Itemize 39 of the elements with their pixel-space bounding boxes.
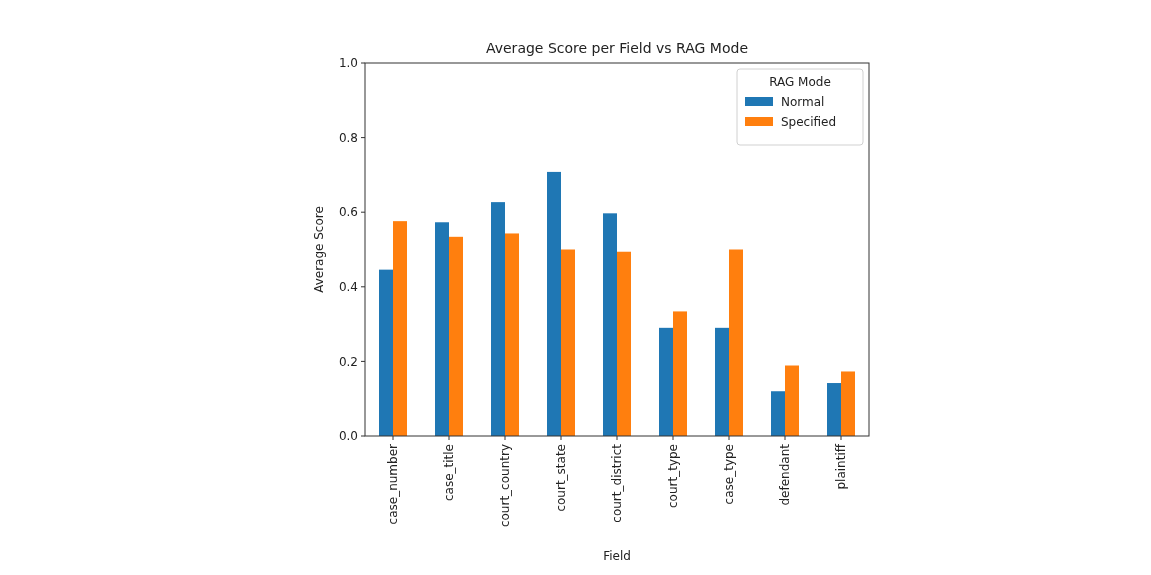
bar <box>561 249 575 436</box>
bar <box>449 236 463 436</box>
y-tick-label: 0.6 <box>338 205 358 220</box>
bar <box>547 171 561 436</box>
x-tick-label: case_title <box>442 444 457 502</box>
bar <box>617 251 631 436</box>
x-axis-title: Field <box>603 549 631 563</box>
bar <box>505 233 519 436</box>
bar <box>715 327 729 436</box>
bar <box>827 383 841 436</box>
chart-title: Average Score per Field vs RAG Mode <box>485 40 749 56</box>
bar <box>729 249 743 436</box>
bar <box>841 371 855 436</box>
bar <box>771 391 785 436</box>
legend-label: Normal <box>781 95 825 110</box>
bar <box>673 311 687 436</box>
bar <box>603 213 617 436</box>
y-tick-label: 0.8 <box>338 130 358 145</box>
bar <box>785 365 799 436</box>
y-axis-title: Average Score <box>312 206 326 293</box>
bar <box>379 269 393 436</box>
y-tick-label: 0.2 <box>338 354 358 369</box>
x-tick-label: defendant <box>778 443 793 506</box>
x-tick-label: court_state <box>554 444 569 512</box>
x-tick-label: case_number <box>386 443 401 525</box>
x-tick-label: court_type <box>666 444 681 508</box>
bar <box>393 221 407 436</box>
x-tick-label: case_type <box>722 444 737 505</box>
x-tick-label: court_district <box>610 443 625 523</box>
y-tick-label: 0.0 <box>338 429 358 444</box>
bar <box>435 222 449 436</box>
y-tick-label: 1.0 <box>338 56 358 71</box>
legend-title: RAG Mode <box>769 75 831 89</box>
x-tick-label: court_country <box>498 444 513 528</box>
x-tick-label: plaintiff <box>834 443 849 490</box>
bar <box>491 202 505 436</box>
legend-label: Specified <box>781 115 837 130</box>
bar <box>659 327 673 436</box>
y-tick-label: 0.4 <box>338 280 358 294</box>
